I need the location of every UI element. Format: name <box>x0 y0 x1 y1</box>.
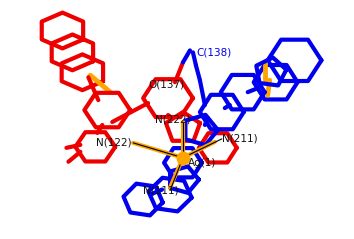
Text: C(138): C(138) <box>196 47 231 57</box>
Text: N(222): N(222) <box>155 115 191 125</box>
Text: N(122): N(122) <box>96 138 132 148</box>
Text: N(111): N(111) <box>143 186 179 196</box>
Text: Ag(1): Ag(1) <box>188 158 216 168</box>
Text: N(211): N(211) <box>222 134 257 144</box>
Text: O(137): O(137) <box>148 79 184 89</box>
